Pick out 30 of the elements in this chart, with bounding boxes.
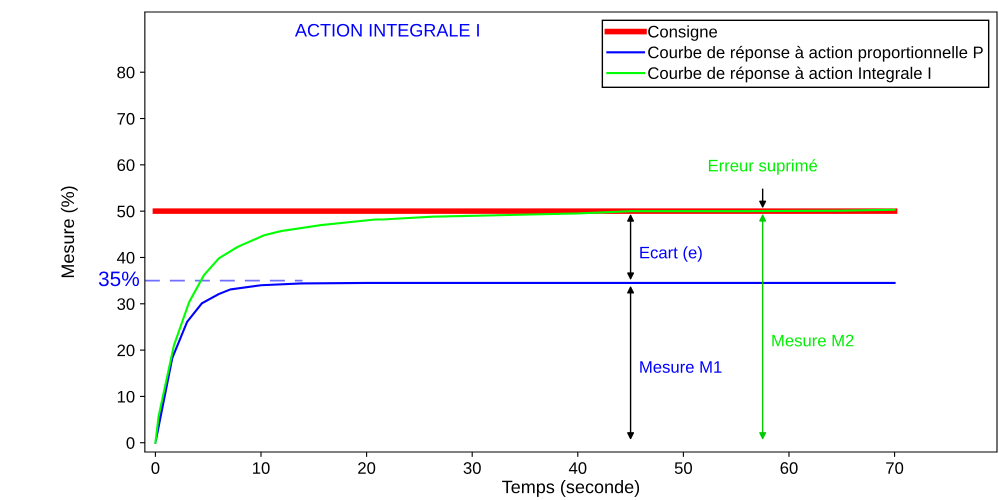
annotation: Mesure M1 [640,361,722,373]
y-tick-label: 50 [117,206,134,218]
legend-label: Courbe de réponse à action Integrale I [648,66,930,82]
y-axis-title: Mesure (%) [60,186,78,278]
legend-label: Consigne [648,25,718,41]
y-tick-label: 30 [117,298,134,310]
y-tick-label: 20 [117,344,134,356]
y-tick-label: 40 [116,252,134,264]
x-tick-label: 0 [151,462,160,474]
annotation: Mesure M2 [772,334,854,346]
x-tick-label: 60 [780,462,798,474]
x-tick-label: 20 [358,462,376,474]
annotation: Erreur suprimé [708,159,818,175]
annotation: Ecart (e) [640,246,702,262]
x-tick-label: 50 [674,462,692,474]
y-tick-label: 70 [117,112,134,125]
x-tick-label: 30 [464,462,481,474]
y-tick-label: 10 [118,390,134,403]
line-series [154,208,896,444]
y-tick-label: 0 [126,437,134,449]
ref-line-label: 35% [98,271,139,286]
x-axis-title: Temps (seconde) [502,480,640,497]
text: ACTION INTEGRALE I [294,24,479,37]
legend-label: Courbe de réponse à action proportionnelle P [648,46,983,62]
y-tick-label: 80 [117,66,134,78]
x-tick-label: 70 [886,462,904,474]
y-tick-label: 60 [117,159,134,172]
line-series [154,282,896,444]
x-tick-label: 40 [568,462,586,474]
x-tick-label: 10 [253,462,270,474]
